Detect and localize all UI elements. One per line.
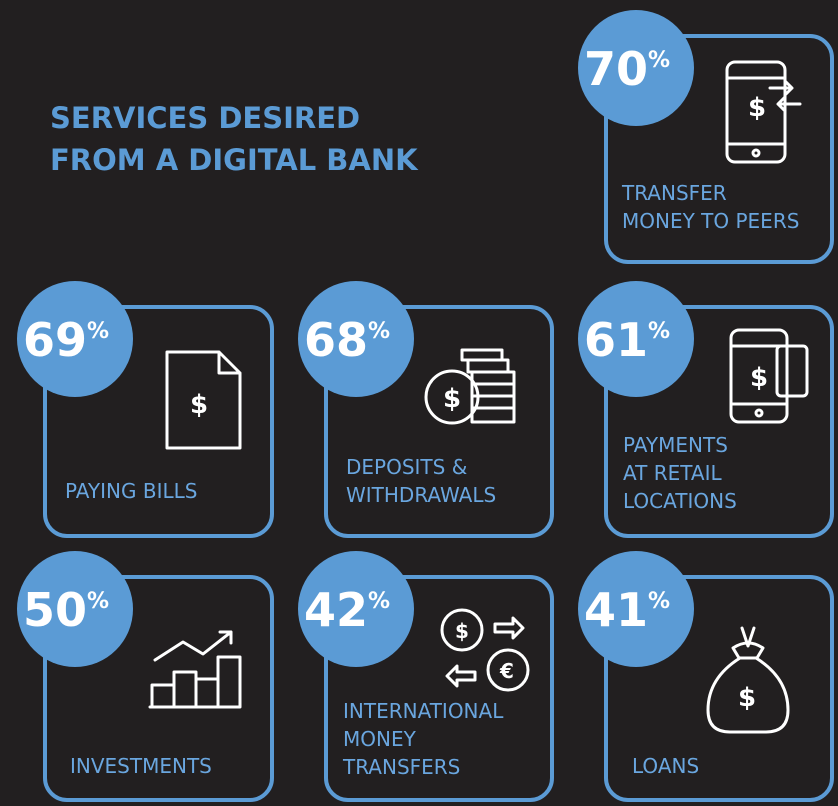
svg-text:$: $ [443,384,461,414]
service-card: 50% INVESTMENTS [17,551,274,802]
service-label: INTERNATIONAL [343,699,504,723]
service-card: 69% PAYING BILLS [17,281,274,538]
service-label: WITHDRAWALS [346,483,496,507]
percent: 61% [584,313,670,367]
service-label: LOANS [632,754,699,778]
svg-text:$: $ [190,390,208,420]
service-label: TRANSFERS [342,755,460,779]
card-border [604,305,834,538]
service-card: 42% INTERNATIONAL MONEY TRANSFERS [298,551,554,802]
card-border [604,575,834,802]
percent-badge [298,281,414,397]
service-label: INVESTMENTS [70,754,212,778]
percent-unit: % [648,319,670,344]
svg-text:$: $ [750,363,768,393]
percent-badge [578,551,694,667]
card-border [604,34,834,264]
percent: 41% [584,583,670,637]
svg-text:$: $ [738,683,756,713]
percent-unit: % [368,319,390,344]
percent: 69% [23,313,109,367]
percent: 70% [584,42,670,96]
percent-unit: % [368,589,390,614]
svg-text:$: $ [455,619,469,643]
service-card: 61% PAYMENTS AT RETAIL LOCATIONS [578,281,834,538]
percent-unit: % [648,589,670,614]
percent-badge [17,551,133,667]
service-label: PAYING BILLS [65,479,197,503]
service-label: MONEY TO PEERS [622,209,799,233]
title-line: SERVICES DESIRED [50,101,360,135]
service-label: AT RETAIL [623,461,722,485]
card-border [324,305,554,538]
card-border [43,575,274,802]
percent: 68% [304,313,390,367]
percent-badge [578,281,694,397]
title-line: FROM A DIGITAL BANK [50,143,419,177]
service-card: 70% TRANSFER MONEY TO PEERS [578,10,834,264]
service-card: 41% LOANS [578,551,834,802]
service-label: DEPOSITS & [346,455,467,479]
percent-value: 68 [304,313,368,367]
percent-unit: % [87,319,109,344]
percent-value: 69 [23,313,87,367]
card-border [43,305,274,538]
percent-value: 70 [584,42,648,96]
percent-unit: % [648,48,670,73]
percent: 50% [23,583,109,637]
percent-badge [17,281,133,397]
svg-text:€: € [499,659,514,683]
percent-value: 41 [584,583,648,637]
percent-badge [578,10,694,126]
percent-value: 42 [304,583,368,637]
percent: 42% [304,583,390,637]
percent-value: 61 [584,313,648,367]
svg-text:$: $ [748,93,766,123]
card-border [324,575,554,802]
percent-badge [298,551,414,667]
service-label: PAYMENTS [623,433,728,457]
service-card: 68% DEPOSITS & WITHDRAWALS [298,281,554,538]
service-label: MONEY [343,727,417,751]
icons: $ $ $ $ $ € $ [148,60,809,734]
service-label: LOCATIONS [623,489,737,513]
percent-unit: % [87,589,109,614]
percent-value: 50 [23,583,87,637]
service-label: TRANSFER [621,181,727,205]
